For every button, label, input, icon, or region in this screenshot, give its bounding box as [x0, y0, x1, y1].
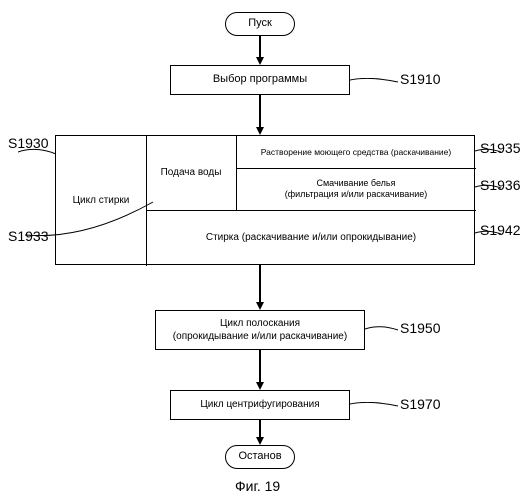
wash-row2-label-a: Смачивание белья [317, 178, 396, 189]
wash-row1-label: Растворение моющего средства (раскачиван… [261, 147, 451, 157]
wash-mid-label: Подача воды [161, 167, 222, 179]
start-terminator: Пуск [225, 12, 295, 36]
arrow-5-head [256, 437, 264, 445]
leader-s1950 [365, 326, 400, 336]
tag-s1942: S1942 [480, 222, 520, 238]
spin-label: Цикл центрифугирования [200, 399, 319, 411]
tag-s1970: S1970 [400, 396, 440, 412]
rinse-label-1: Цикл полоскания [220, 317, 300, 330]
flowchart-canvas: Пуск Выбор программы S1910 Цикл стирки П… [0, 0, 526, 500]
arrow-2 [259, 95, 261, 128]
tag-s1935: S1935 [480, 140, 520, 156]
arrow-1-head [256, 57, 264, 65]
spin-box: Цикл центрифугирования [170, 390, 350, 420]
arrow-1 [259, 36, 261, 58]
select-program-box: Выбор программы [170, 65, 350, 95]
stop-label: Останов [238, 450, 281, 463]
arrow-5 [259, 420, 261, 438]
leader-s1970 [350, 402, 400, 412]
wash-row3: Стирка (раскачивание и/или опрокидывание… [146, 210, 476, 266]
rinse-box: Цикл полоскания (опрокидывание и/или рас… [155, 310, 365, 350]
tag-s1936: S1936 [480, 177, 520, 193]
arrow-4 [259, 350, 261, 383]
leader-s1910 [350, 78, 400, 88]
tag-s1910: S1910 [400, 71, 440, 87]
arrow-4-head [256, 382, 264, 390]
wash-row2: Смачивание белья (фильтрация и/или раска… [236, 168, 476, 210]
rinse-label-2: (опрокидывание и/или раскачивание) [173, 330, 347, 343]
select-program-label: Выбор программы [213, 73, 307, 86]
arrow-3 [259, 265, 261, 303]
arrow-2-head [256, 127, 264, 135]
arrow-3-head [256, 302, 264, 310]
tag-s1933: S1933 [8, 228, 48, 244]
start-label: Пуск [248, 17, 272, 30]
wash-row1: Растворение моющего средства (раскачиван… [236, 136, 476, 168]
stop-terminator: Останов [225, 445, 295, 469]
tag-s1930: S1930 [8, 135, 48, 151]
wash-row2-label-b: (фильтрация и/или раскачивание) [285, 189, 428, 200]
wash-row3-label: Стирка (раскачивание и/или опрокидывание… [206, 232, 416, 244]
figure-caption: Фиг. 19 [235, 478, 280, 494]
wash-mid-col: Подача воды [146, 136, 236, 210]
tag-s1950: S1950 [400, 320, 440, 336]
